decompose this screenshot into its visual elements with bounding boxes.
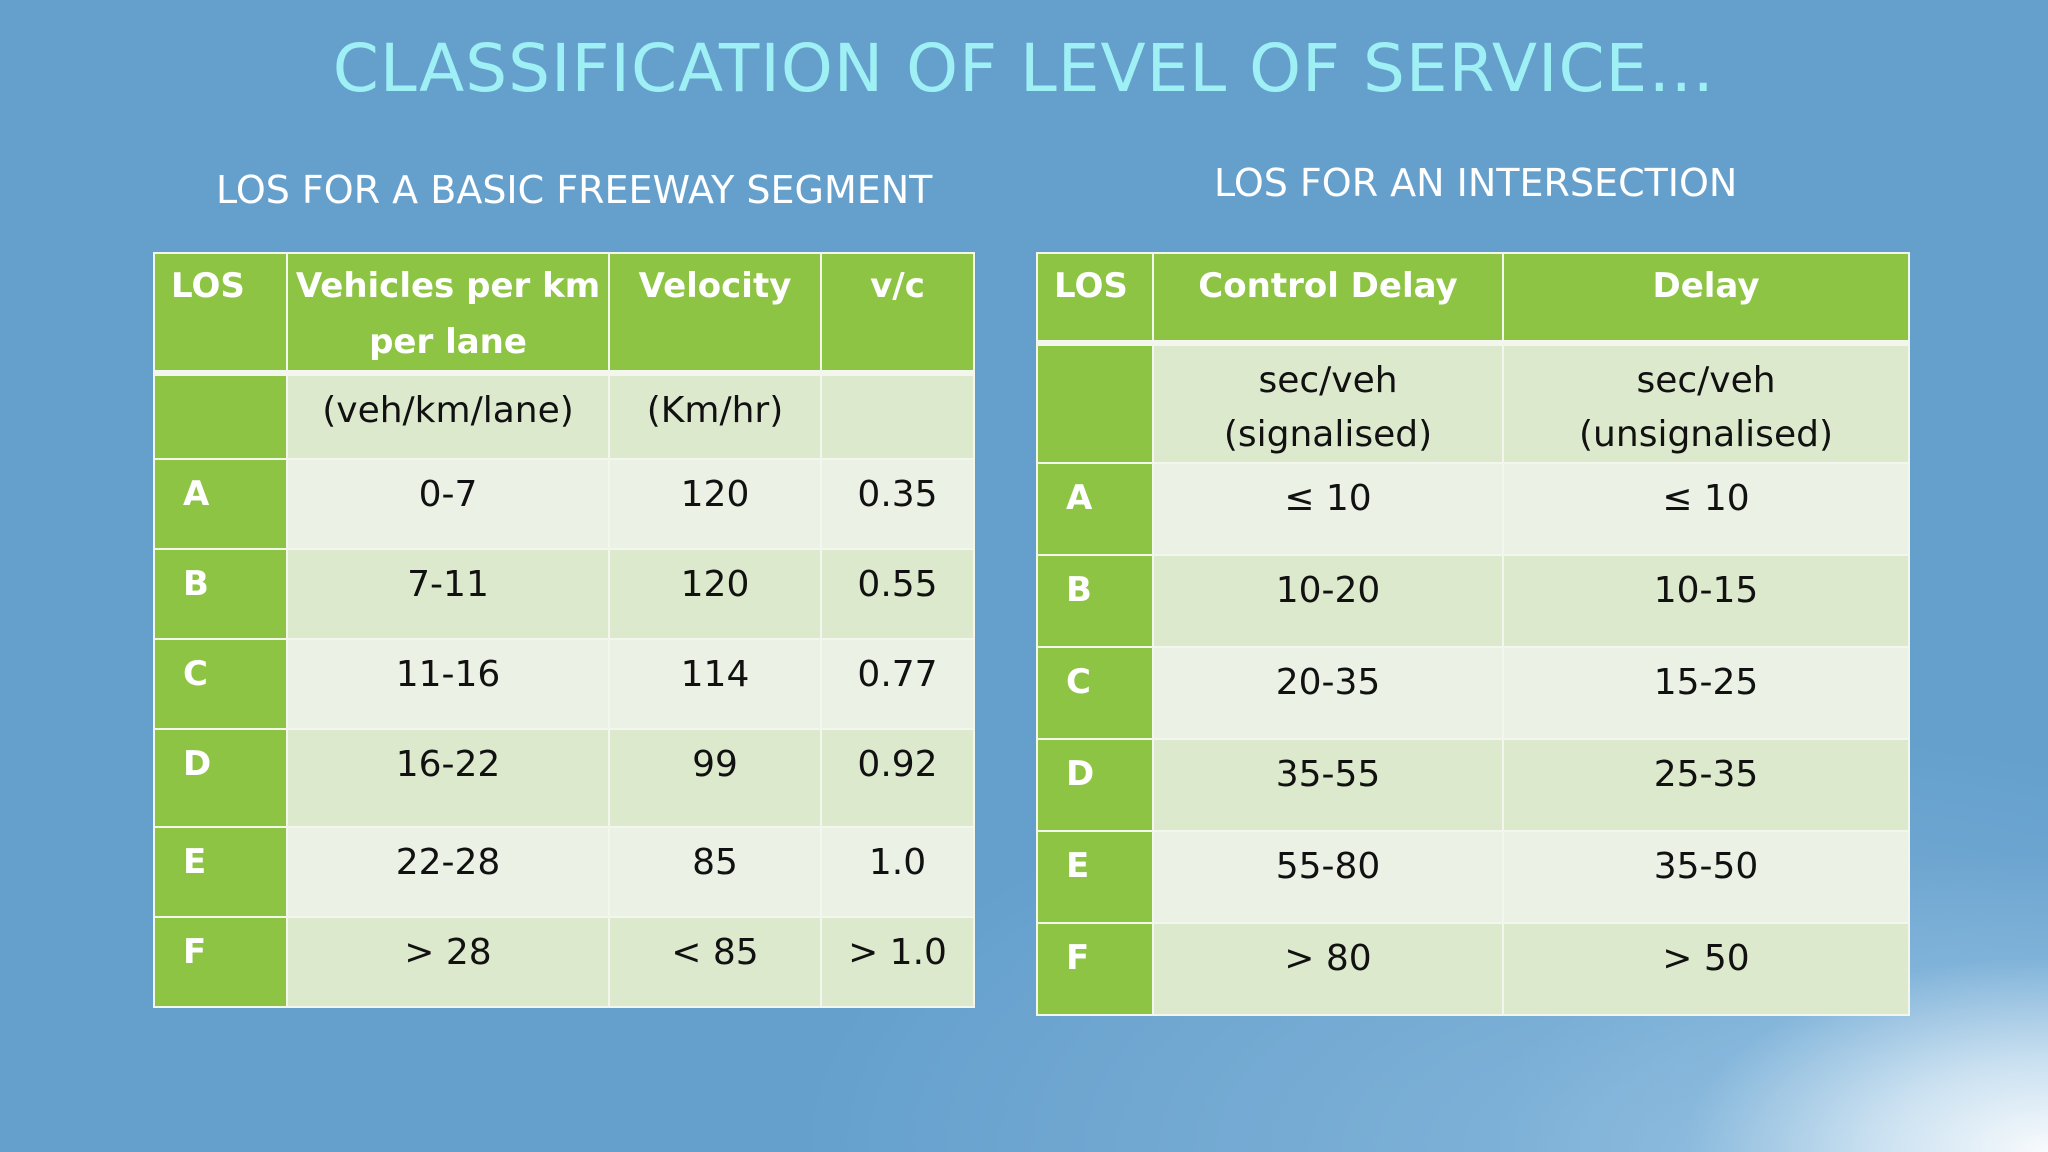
units-unsignalised: sec/veh (unsignalised): [1502, 342, 1910, 464]
velocity-cell: 120: [608, 458, 822, 550]
delay-cell: > 50: [1502, 922, 1910, 1016]
los-grade: A: [1036, 462, 1154, 556]
vc-cell: 0.35: [820, 458, 975, 550]
density-cell: 22-28: [286, 826, 610, 918]
delay-cell: 25-35: [1502, 738, 1910, 832]
delay-cell: 35-50: [1502, 830, 1910, 924]
control-delay-cell: 10-20: [1152, 554, 1504, 648]
table-row: B 7-11 120 0.55: [153, 548, 975, 640]
vc-cell: > 1.0: [820, 916, 975, 1008]
freeway-subtitle: LOS FOR A BASIC FREEWAY SEGMENT: [216, 168, 933, 212]
velocity-cell: 120: [608, 548, 822, 640]
table-row: D 16-22 99 0.92: [153, 728, 975, 828]
los-grade: E: [153, 826, 288, 918]
units-row: (veh/km/lane) (Km/hr): [153, 372, 975, 460]
density-cell: 16-22: [286, 728, 610, 828]
density-cell: 0-7: [286, 458, 610, 550]
vc-cell: 1.0: [820, 826, 975, 918]
velocity-cell: 85: [608, 826, 822, 918]
control-delay-cell: ≤ 10: [1152, 462, 1504, 556]
density-cell: 7-11: [286, 548, 610, 640]
velocity-cell: < 85: [608, 916, 822, 1008]
header-vc: v/c: [820, 252, 975, 374]
intersection-subtitle: LOS FOR AN INTERSECTION: [1214, 161, 1738, 205]
los-grade: E: [1036, 830, 1154, 924]
los-grade: C: [153, 638, 288, 730]
control-delay-cell: > 80: [1152, 922, 1504, 1016]
table-row: E 22-28 85 1.0: [153, 826, 975, 918]
header-delay: Delay: [1502, 252, 1910, 344]
table-header-row: LOS Control Delay Delay: [1036, 252, 1910, 344]
units-signalised: sec/veh (signalised): [1152, 342, 1504, 464]
table-row: F > 28 < 85 > 1.0: [153, 916, 975, 1008]
intersection-los-table: LOS Control Delay Delay sec/veh (signali…: [1036, 252, 1910, 1016]
header-velocity: Velocity: [608, 252, 822, 374]
table-row: D 35-55 25-35: [1036, 738, 1910, 832]
table-row: A 0-7 120 0.35: [153, 458, 975, 550]
los-grade: C: [1036, 646, 1154, 740]
header-los: LOS: [1036, 252, 1154, 344]
header-vehicles-per-km: Vehicles per km per lane: [286, 252, 610, 374]
vc-cell: 0.92: [820, 728, 975, 828]
los-grade: F: [1036, 922, 1154, 1016]
table-header-row: LOS Vehicles per km per lane Velocity v/…: [153, 252, 975, 374]
los-grade: D: [153, 728, 288, 828]
control-delay-cell: 55-80: [1152, 830, 1504, 924]
vc-cell: 0.77: [820, 638, 975, 730]
los-grade: F: [153, 916, 288, 1008]
los-grade: A: [153, 458, 288, 550]
units-los-blank: [153, 372, 288, 460]
control-delay-cell: 35-55: [1152, 738, 1504, 832]
header-control-delay: Control Delay: [1152, 252, 1504, 344]
control-delay-cell: 20-35: [1152, 646, 1504, 740]
header-los: LOS: [153, 252, 288, 374]
los-grade: D: [1036, 738, 1154, 832]
vc-cell: 0.55: [820, 548, 975, 640]
freeway-los-table: LOS Vehicles per km per lane Velocity v/…: [153, 252, 975, 1008]
velocity-cell: 114: [608, 638, 822, 730]
delay-cell: 15-25: [1502, 646, 1910, 740]
table-row: C 11-16 114 0.77: [153, 638, 975, 730]
density-cell: > 28: [286, 916, 610, 1008]
density-cell: 11-16: [286, 638, 610, 730]
slide-title: CLASSIFICATION OF LEVEL OF SERVICE…: [332, 30, 1716, 107]
los-grade: B: [1036, 554, 1154, 648]
units-los-blank: [1036, 342, 1154, 464]
delay-cell: 10-15: [1502, 554, 1910, 648]
los-grade: B: [153, 548, 288, 640]
table-row: B 10-20 10-15: [1036, 554, 1910, 648]
units-row: sec/veh (signalised) sec/veh (unsignalis…: [1036, 342, 1910, 464]
table-row: C 20-35 15-25: [1036, 646, 1910, 740]
units-density: (veh/km/lane): [286, 372, 610, 460]
delay-cell: ≤ 10: [1502, 462, 1910, 556]
units-velocity: (Km/hr): [608, 372, 822, 460]
table-row: A ≤ 10 ≤ 10: [1036, 462, 1910, 556]
velocity-cell: 99: [608, 728, 822, 828]
table-row: F > 80 > 50: [1036, 922, 1910, 1016]
units-vc: [820, 372, 975, 460]
table-row: E 55-80 35-50: [1036, 830, 1910, 924]
